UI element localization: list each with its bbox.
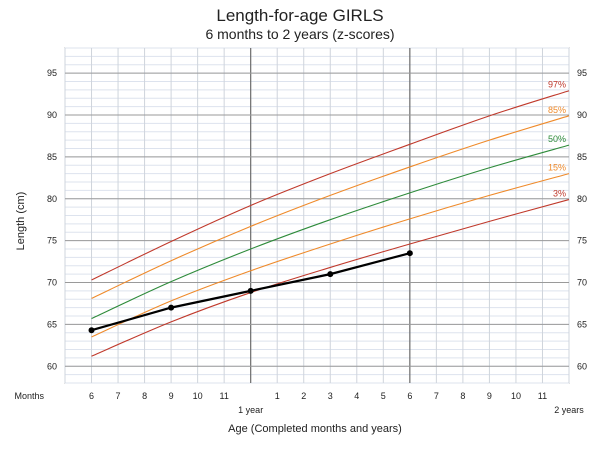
y-tick-label-left: 65: [47, 319, 57, 329]
y-tick-label-right: 65: [577, 319, 587, 329]
y-tick-label-right: 70: [577, 278, 587, 288]
x-tick-label: 8: [460, 391, 465, 401]
percentile-label-50: 50%: [548, 134, 566, 144]
x-row-label: Months: [14, 391, 44, 401]
x-tick-label: 8: [142, 391, 147, 401]
x-tick-label: 5: [381, 391, 386, 401]
percentile-curve-15: [91, 173, 570, 338]
x-tick-label: 7: [434, 391, 439, 401]
measurement-point: [168, 304, 175, 311]
y-tick-label-right: 60: [577, 361, 587, 371]
percentile-label-15: 15%: [548, 163, 566, 173]
percentile-curve-3: [91, 199, 570, 357]
y-tick-label-left: 95: [47, 68, 57, 78]
reference-curves: [91, 90, 570, 357]
x-tick-label: 11: [219, 391, 228, 401]
y-tick-label-left: 60: [47, 361, 57, 371]
x-axis-label: Age (Completed months and years): [228, 423, 402, 435]
percentile-curve-97: [91, 90, 570, 281]
y-tick-label-right: 95: [577, 68, 587, 78]
chart-subtitle: 6 months to 2 years (z-scores): [205, 26, 395, 42]
child-series: [88, 250, 413, 334]
grid: [64, 47, 570, 384]
x-major-label: 1 year: [238, 405, 263, 415]
x-tick-label: 10: [193, 391, 203, 401]
y-tick-label-right: 85: [577, 152, 587, 162]
y-tick-label-left: 70: [47, 278, 57, 288]
percentile-label-85: 85%: [548, 105, 566, 115]
measurement-point: [88, 327, 95, 334]
percentile-curve-85: [91, 115, 570, 299]
y-axis-label: Length (cm): [15, 192, 27, 251]
y-tick-label-right: 80: [577, 194, 587, 204]
x-tick-label: 7: [116, 391, 121, 401]
percentile-label-3: 3%: [553, 189, 566, 199]
x-tick-label: 1: [275, 391, 280, 401]
x-tick-label: 4: [354, 391, 359, 401]
x-tick-label: 11: [538, 391, 547, 401]
x-tick-label: 9: [487, 391, 492, 401]
x-tick-label: 9: [169, 391, 174, 401]
x-tick-label: 6: [89, 391, 94, 401]
y-tick-label-left: 85: [47, 152, 57, 162]
x-tick-label: 6: [407, 391, 412, 401]
percentile-curve-50: [91, 144, 570, 320]
x-major-label: 2 years: [554, 405, 584, 415]
y-tick-label-right: 75: [577, 236, 587, 246]
percentile-label-97: 97%: [548, 80, 566, 90]
measurement-point: [247, 287, 254, 294]
measurement-point: [327, 271, 334, 278]
x-tick-label: 10: [511, 391, 521, 401]
x-tick-label: 2: [301, 391, 306, 401]
measurement-point: [406, 250, 413, 257]
x-tick-label: 3: [328, 391, 333, 401]
y-tick-label-right: 90: [577, 110, 587, 120]
y-tick-label-left: 90: [47, 110, 57, 120]
y-tick-label-left: 80: [47, 194, 57, 204]
y-tick-label-left: 75: [47, 236, 57, 246]
chart-title: Length-for-age GIRLS: [216, 6, 384, 25]
